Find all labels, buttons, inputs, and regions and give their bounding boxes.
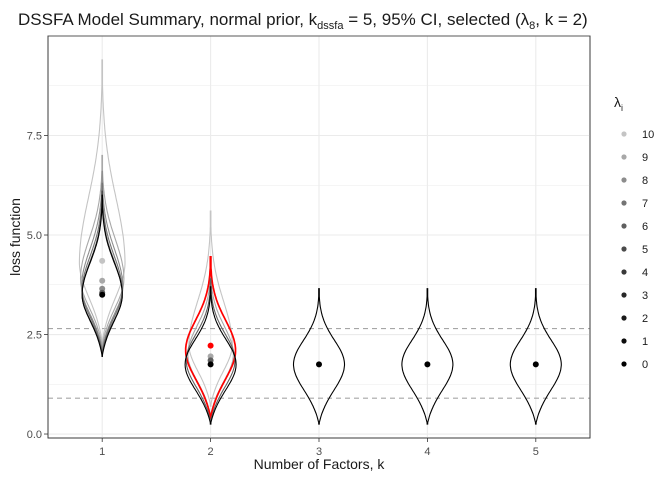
x-axis-title: Number of Factors, k [254,456,386,472]
legend-key-10 [621,131,627,137]
median-point-k5-lambda0 [532,361,539,368]
y-tick-label: 7.5 [27,131,42,143]
legend-label-8: 8 [642,175,648,187]
legend-label-2: 2 [642,313,648,325]
violin-k2-lambda0 [184,286,237,425]
x-tick-label: 5 [533,446,539,458]
median-point-k1-lambda10 [99,257,106,264]
median-point-k1-lambda9 [99,277,106,284]
legend-label-3: 3 [642,290,648,302]
legend-label-0: 0 [642,359,648,371]
legend-key-4 [621,269,627,275]
y-tick-label: 0.0 [27,429,42,441]
x-tick-label: 2 [208,446,214,458]
median-points [99,257,539,368]
violin-k1-lambda10 [78,59,126,344]
violin-k1-lambda9 [79,154,125,348]
median-point-k2-lambda0 [207,361,214,368]
y-axis-title: loss function [7,198,23,276]
title-prefix: DSSFA Model Summary, normal prior, k [18,10,318,29]
violin-k5-lambda0 [509,288,562,425]
legend-key-1 [621,338,627,344]
chart-title: DSSFA Model Summary, normal prior, kdssf… [18,10,588,32]
legend-key-7 [621,200,627,206]
median-point-k3-lambda0 [316,361,322,368]
legend-label-1: 1 [642,336,648,348]
median-point-k4-lambda0 [424,361,431,368]
x-tick-label: 4 [424,446,430,458]
legend-label-6: 6 [642,221,648,233]
legend-key-3 [621,292,627,298]
legend-key-9 [621,154,627,160]
legend-title: λi [614,94,623,113]
legend-key-5 [621,246,627,252]
x-tick-label: 3 [316,446,322,458]
legend-label-4: 4 [642,267,648,279]
x-axis-ticks: 1 2 3 4 5 [99,438,539,458]
violin-k1-lambda0 [81,194,123,357]
title-suffix: , k = 2) [535,10,587,29]
violin-k3-lambda0 [292,288,346,425]
violin-layer [78,59,562,425]
x-tick-label: 1 [99,446,105,458]
legend-key-2 [621,315,627,321]
title-k-subscript: dssfa [317,20,344,32]
legend-title-symbol: λ [614,94,621,110]
violin-k2-lambda6 [185,278,236,423]
violin-k2-lambda8 [184,256,237,419]
legend-label-7: 7 [642,198,648,210]
legend-key-8 [621,177,627,183]
violin-k4-lambda0 [401,288,454,425]
legend-title-subscript: i [621,103,623,113]
legend-label-9: 9 [642,152,648,164]
ci-reference-lines [48,327,590,399]
title-lambda-subscript: 8 [529,20,535,32]
violin-k2-lambda10 [188,210,233,407]
y-tick-label: 2.5 [27,330,42,342]
legend-label-5: 5 [642,244,648,256]
y-tick-label: 5.0 [27,230,42,242]
median-point-k1-lambda0 [99,291,106,298]
legend-key-6 [621,223,627,229]
y-axis-ticks: 0.0 2.5 5.0 7.5 [27,131,48,441]
title-middle: = 5, 95% CI, selected (λ [343,10,529,29]
median-point-k2-lambda8 [207,342,214,349]
legend-key-0 [621,361,627,367]
legend-label-10: 10 [642,129,654,141]
